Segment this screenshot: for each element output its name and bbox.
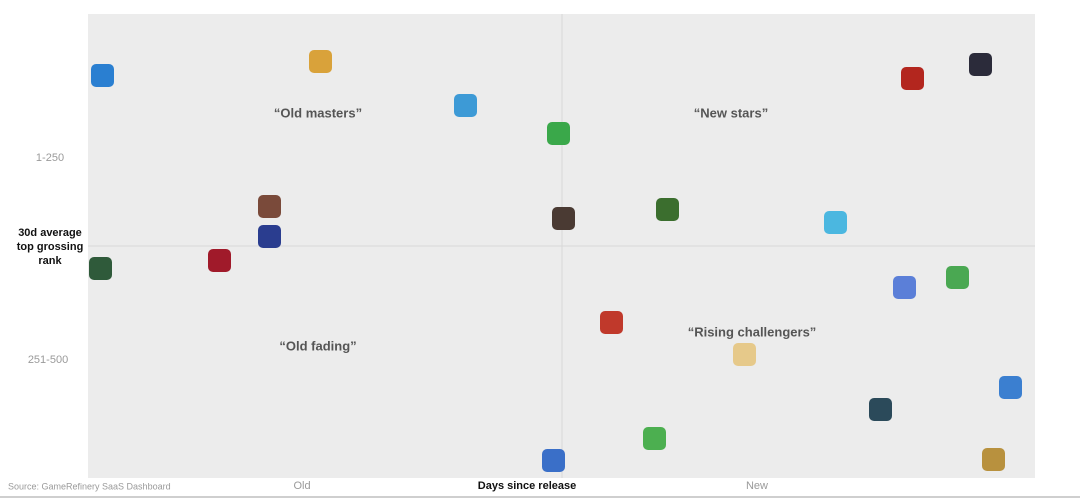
app-icon [600, 311, 623, 334]
app-icon [969, 53, 992, 76]
app-icons [89, 50, 1022, 472]
y-label: 1-250 [36, 152, 64, 164]
app-icon [454, 94, 477, 117]
app-icon [309, 50, 332, 73]
app-icon [258, 195, 281, 218]
app-icon [552, 207, 575, 230]
app-icon [733, 343, 756, 366]
x-label: New [746, 480, 768, 492]
app-icon [547, 122, 570, 145]
quadrant-label: “Rising challengers” [688, 324, 817, 339]
app-icon [893, 276, 916, 299]
quadrant-label: “New stars” [694, 105, 768, 120]
app-icon [208, 249, 231, 272]
y-label: 251-500 [28, 354, 68, 366]
x-label: Old [293, 480, 310, 492]
app-icon [91, 64, 114, 87]
app-icon [643, 427, 666, 450]
app-icon [89, 257, 112, 280]
app-icon [542, 449, 565, 472]
y-title: rank [38, 255, 62, 267]
y-title: top grossing [17, 241, 84, 253]
app-icon [656, 198, 679, 221]
app-icon [946, 266, 969, 289]
quadrant-label: “Old masters” [274, 105, 362, 120]
app-icon [824, 211, 847, 234]
source-note: Source: GameRefinery SaaS Dashboard [8, 481, 171, 491]
app-icon [869, 398, 892, 421]
app-icon [999, 376, 1022, 399]
quadrant-label: “Old fading” [279, 338, 356, 353]
x-title: Days since release [478, 480, 576, 492]
app-icon [901, 67, 924, 90]
app-icon [982, 448, 1005, 471]
y-title: 30d average [18, 227, 82, 239]
app-icon [258, 225, 281, 248]
